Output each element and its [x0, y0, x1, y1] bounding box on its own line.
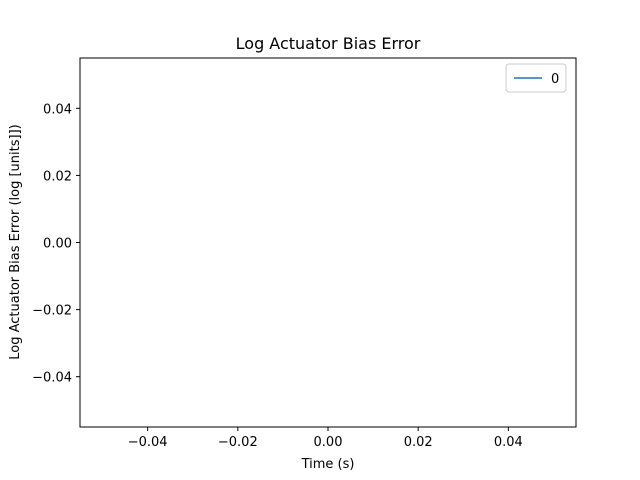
x-axis-title: Time (s) [301, 457, 355, 472]
y-tick-label: 0.04 [43, 102, 72, 117]
x-tick-label: 0.02 [404, 435, 433, 450]
legend-label: 0 [551, 72, 559, 87]
legend: 0 [505, 63, 567, 93]
chart-title: Log Actuator Bias Error [236, 34, 421, 53]
x-tick-label: 0.00 [314, 435, 343, 450]
x-tick-label: −0.02 [218, 435, 258, 450]
y-tick-label: −0.02 [32, 304, 72, 319]
x-axis: −0.04 −0.02 0.00 0.02 0.04 [128, 427, 523, 450]
plot-area [79, 57, 577, 428]
x-tick-label: −0.04 [128, 435, 168, 450]
y-tick-label: 0.00 [43, 237, 72, 252]
y-axis-title: Log Actuator Bias Error (log [units]]) [8, 124, 23, 360]
y-axis: −0.04 −0.02 0.00 0.02 0.04 [32, 102, 80, 386]
y-tick-label: −0.04 [32, 371, 72, 386]
y-tick-label: 0.02 [43, 169, 72, 184]
x-tick-label: 0.04 [494, 435, 523, 450]
